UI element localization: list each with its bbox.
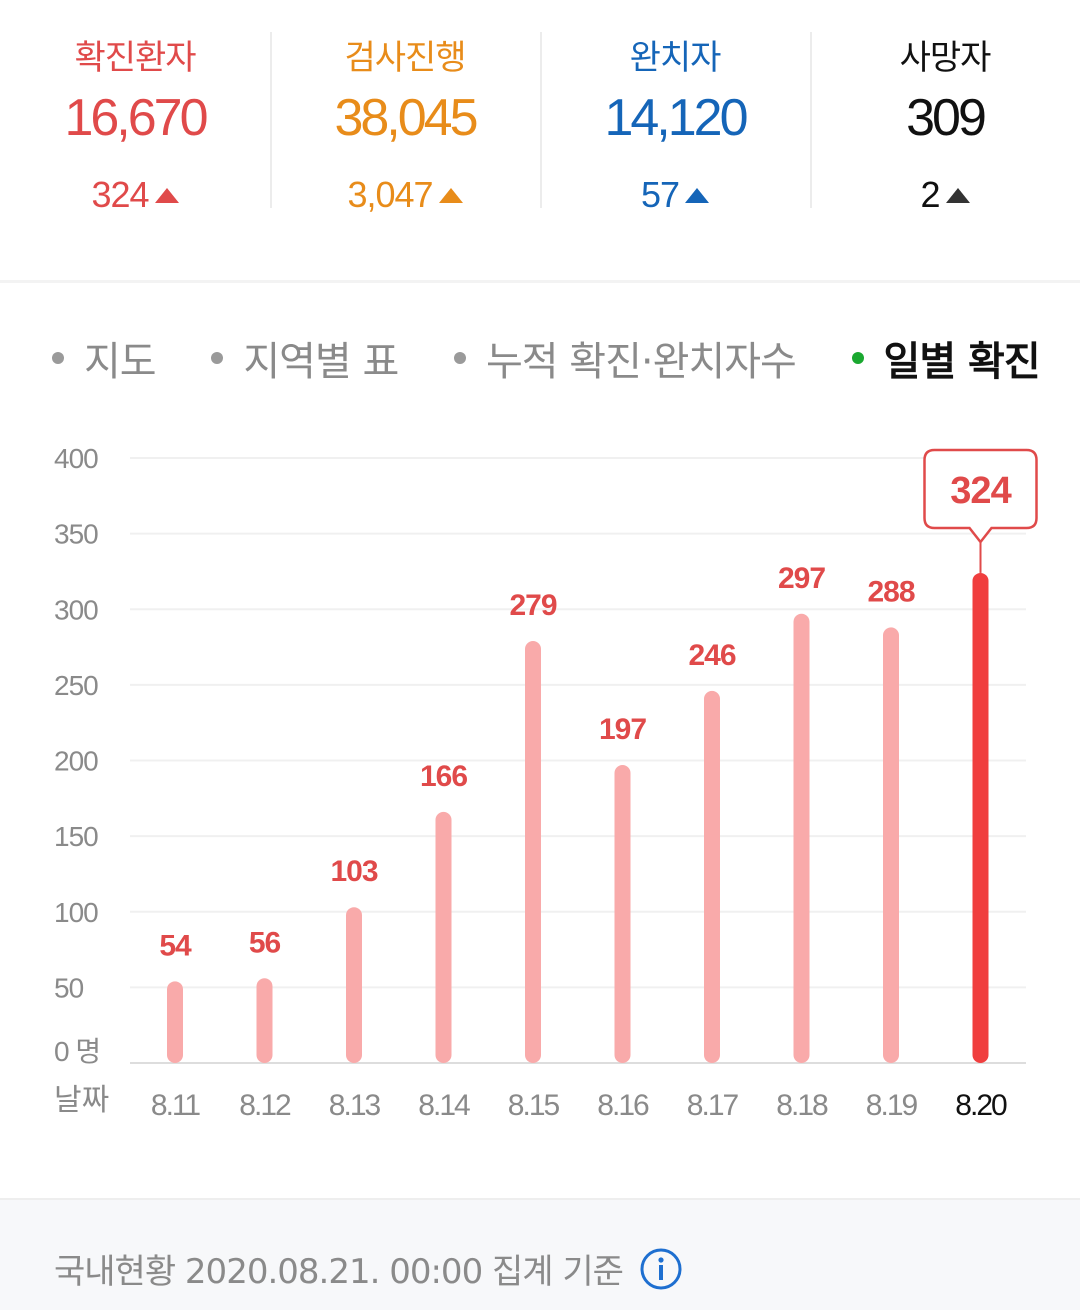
x-tick-label: 8.13 xyxy=(329,1089,381,1122)
bar[interactable] xyxy=(525,641,541,1063)
bar[interactable] xyxy=(972,572,989,1063)
bar-value-label: 54 xyxy=(159,929,192,962)
stat-delta-value: 324 xyxy=(91,174,149,215)
stat-value: 309 xyxy=(906,89,987,147)
callout-value: 324 xyxy=(950,470,1011,512)
stat-delta: 2 xyxy=(810,174,1080,216)
triangle-up-icon xyxy=(154,188,179,203)
x-tick-label: 8.19 xyxy=(866,1089,918,1122)
bar-value-label: 197 xyxy=(599,713,646,746)
y-axis: 0 명 50 100 150 200 250 300 350 400 xyxy=(54,443,101,1067)
y-tick-label: 50 xyxy=(54,972,84,1003)
stat-testing: 검사진행 38,045 3,047 xyxy=(270,0,540,255)
y-tick-label: 350 xyxy=(54,519,98,550)
stat-value: 14,120 xyxy=(604,89,748,147)
stat-value: 38,045 xyxy=(334,89,478,147)
stat-value: 16,670 xyxy=(64,89,208,147)
triangle-up-icon xyxy=(438,188,463,203)
stats-summary: 확진환자 16,670 324 검사진행 38,045 3,047 완치자 14… xyxy=(0,0,1080,255)
y-tick-label: 100 xyxy=(54,897,98,928)
y-tick-label: 300 xyxy=(54,594,98,625)
bar[interactable] xyxy=(614,765,631,1063)
bar[interactable] xyxy=(704,690,720,1063)
bullet-dot-icon xyxy=(211,352,224,364)
y-tick-label: 250 xyxy=(54,670,98,701)
x-tick-label: 8.11 xyxy=(151,1089,200,1122)
bar[interactable] xyxy=(167,981,183,1063)
chart-grid xyxy=(130,457,1026,1064)
info-icon[interactable] xyxy=(639,1247,683,1291)
stat-delta: 57 xyxy=(540,174,810,216)
stat-delta-value: 57 xyxy=(640,174,680,215)
chart-bars xyxy=(167,572,989,1063)
bar[interactable] xyxy=(346,907,362,1063)
tab-daily-confirmed[interactable]: 일별 확진 xyxy=(851,329,1041,387)
callout-box xyxy=(923,448,1038,545)
x-tick-label: 8.16 xyxy=(597,1089,649,1122)
bullet-dot-icon xyxy=(851,352,864,364)
stat-released: 완치자 14,120 57 xyxy=(540,0,810,255)
chart-value-labels: 54 56 103 166 279 197 246 297 288 xyxy=(159,562,916,963)
stat-label: 사망자 xyxy=(899,38,992,78)
x-tick-label: 8.17 xyxy=(687,1089,739,1122)
stat-confirmed: 확진환자 16,670 324 xyxy=(0,0,270,255)
x-tick-label: 8.20 xyxy=(955,1089,1007,1122)
x-axis: 날짜 8.11 8.12 8.13 8.14 8.15 8.16 8.17 8.18 8.19 8.… xyxy=(54,1083,1009,1122)
bar-value-label: 288 xyxy=(867,575,914,608)
x-axis-title: 날짜 xyxy=(54,1083,109,1118)
y-tick-label: 400 xyxy=(54,443,98,474)
stat-delta-value: 3,047 xyxy=(347,174,433,215)
y-tick-label: 150 xyxy=(54,821,98,852)
highlight-callout: 324 xyxy=(923,448,1038,573)
tab-label: 일별 확진 xyxy=(883,339,1041,385)
stat-deaths: 사망자 309 2 xyxy=(810,0,1080,255)
stat-label: 검사진행 xyxy=(344,38,466,78)
bar[interactable] xyxy=(256,978,273,1063)
bar[interactable] xyxy=(883,627,899,1063)
tab-label: 지도 xyxy=(84,339,157,385)
bullet-dot-icon xyxy=(52,352,64,364)
tab-map[interactable]: 지도 xyxy=(52,329,157,387)
bar-value-label: 297 xyxy=(778,562,825,595)
bar[interactable] xyxy=(793,613,810,1063)
triangle-up-icon xyxy=(945,188,970,203)
x-tick-label: 8.12 xyxy=(239,1089,291,1122)
stat-label: 확진환자 xyxy=(74,38,196,78)
bar-value-label: 246 xyxy=(688,639,735,672)
bar-value-label: 56 xyxy=(249,926,281,959)
bar-value-label: 166 xyxy=(420,760,467,793)
y-tick-label: 0 명 xyxy=(54,1036,100,1067)
footer-timestamp: 국내현황 2020.08.21. 00:00 집계 기준 xyxy=(54,1244,683,1293)
tab-label: 지역별 표 xyxy=(243,339,399,385)
stat-delta: 3,047 xyxy=(270,174,540,216)
footer: 국내현황 2020.08.21. 00:00 집계 기준 xyxy=(0,1198,1080,1310)
bar-value-label: 279 xyxy=(509,589,556,622)
bar[interactable] xyxy=(435,811,452,1063)
daily-confirmed-bar-chart: 0 명 50 100 150 200 250 300 350 400 54 56 103 166 279… xyxy=(54,443,1038,1122)
footer-text: 국내현황 2020.08.21. 00:00 집계 기준 xyxy=(54,1252,624,1292)
chart-tabs: 지도 지역별 표 누적 확진·완치자수 일별 확진 xyxy=(52,328,1080,387)
triangle-up-icon xyxy=(685,188,710,203)
bullet-dot-icon xyxy=(453,352,466,364)
y-tick-label: 200 xyxy=(54,746,98,777)
x-tick-label: 8.15 xyxy=(508,1089,560,1122)
tab-cumulative[interactable]: 누적 확진·완치자수 xyxy=(453,329,797,387)
stat-delta-value: 2 xyxy=(920,174,940,215)
x-tick-label: 8.18 xyxy=(776,1089,828,1122)
tab-region-table[interactable]: 지역별 표 xyxy=(211,329,399,387)
stat-label: 완치자 xyxy=(629,38,722,78)
section-divider xyxy=(0,280,1080,283)
bar-value-label: 103 xyxy=(330,855,377,888)
x-tick-label: 8.14 xyxy=(418,1089,470,1122)
stat-delta: 324 xyxy=(0,174,270,216)
tab-label: 누적 확진·완치자수 xyxy=(485,339,797,385)
